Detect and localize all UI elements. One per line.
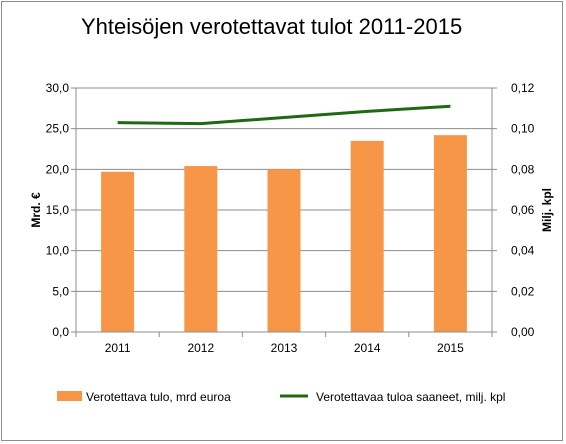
y2-tick-label: 0,12 [511,81,535,95]
y2-tick-label: 0,08 [511,162,535,176]
line-series [117,104,451,126]
y-axis-ticks: 0,0 5,0 10,0 15,0 20,0 25,0 30,0 [46,81,70,339]
y2-axis-title: Milj. kpl [540,188,554,232]
y-axis-title: Mrd. € [29,192,43,228]
legend: Verotettava tulo, mrd euroa Verotettavaa… [57,390,505,404]
y2-tick-label: 0,10 [511,122,535,136]
y2-tick-label: 0,02 [511,284,535,298]
y-tick-label: 30,0 [46,81,70,95]
y2-tick-label: 0,04 [511,244,535,258]
x-axis-ticks: 2011 2012 2013 2014 2015 [105,341,464,355]
x-tick-label: 2015 [437,341,464,355]
y2-tick-label: 0,00 [511,325,535,339]
y2-axis-ticks: 0,00 0,02 0,04 0,06 0,08 0,10 0,12 [511,81,535,339]
x-tick-label: 2012 [187,341,214,355]
legend-label-bar: Verotettava tulo, mrd euroa [86,390,231,404]
axes [71,87,497,337]
legend-label-line: Verotettavaa tuloa saaneet, milj. kpl [316,390,505,404]
y-tick-label: 5,0 [52,284,69,298]
y-tick-label: 15,0 [46,203,70,217]
series-line [117,104,451,126]
legend-swatch-bar [57,391,82,401]
y-tick-label: 25,0 [46,122,70,136]
bar [184,166,218,332]
bar-series [101,135,467,332]
x-tick-label: 2014 [354,341,381,355]
chart-title: Yhteisöjen verotettavat tulot 2011-2015 [81,14,462,39]
bar [267,169,301,332]
y2-tick-label: 0,06 [511,203,535,217]
bar [433,135,467,332]
y-tick-label: 10,0 [46,244,70,258]
x-tick-label: 2011 [105,341,131,355]
y-tick-label: 20,0 [46,162,70,176]
bar [350,140,384,332]
y-tick-label: 0,0 [52,325,69,339]
bar [101,171,135,332]
x-tick-label: 2013 [271,341,298,355]
